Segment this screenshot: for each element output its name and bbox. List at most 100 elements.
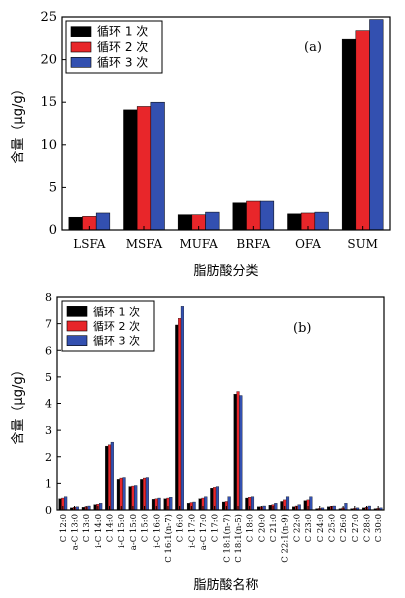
bar	[108, 444, 112, 511]
bar	[110, 441, 114, 511]
bar	[145, 477, 149, 511]
x-tick-label: C 12:0	[59, 514, 69, 542]
panel-a-frame	[61, 16, 391, 231]
bar	[128, 486, 132, 511]
y-tick-label: 5	[49, 180, 57, 195]
x-tick-label: a-C 17:0	[199, 514, 209, 550]
panel-b-y-ticks: 0 1 2 3 4 5 6 7 8	[45, 291, 61, 517]
panel-b-xlabel: 脂肪酸名称	[193, 577, 258, 593]
bar	[239, 395, 243, 511]
panel-a-bars	[68, 19, 384, 231]
bar	[227, 496, 231, 511]
x-tick-label: i-C 14:0	[94, 514, 104, 548]
x-tick-label: C 14:0	[106, 514, 116, 542]
bar	[136, 106, 152, 231]
bar	[93, 504, 97, 511]
bar	[236, 391, 240, 511]
bar	[134, 485, 138, 511]
bar	[297, 504, 301, 511]
y-tick-label: 8	[45, 291, 52, 304]
legend-entry: 循环 2 次	[93, 319, 140, 333]
legend-swatch	[70, 26, 92, 37]
bar	[177, 214, 193, 231]
bar	[232, 202, 247, 231]
y-tick-label: 7	[45, 318, 52, 331]
x-tick-label: C 13:0	[82, 514, 92, 542]
y-tick-label: 2	[45, 451, 52, 464]
bar	[143, 477, 147, 511]
bar	[180, 306, 184, 511]
bar	[169, 497, 173, 511]
x-tick-label: a-C 13:0	[71, 514, 81, 550]
bar	[178, 318, 182, 511]
panel-a-label: (a)	[304, 40, 322, 55]
x-tick-label: i-C 17:0	[187, 514, 197, 548]
legend-entry: 循环 1 次	[93, 304, 140, 318]
y-tick-label: 0	[49, 223, 57, 238]
bar	[157, 497, 161, 511]
y-tick-label: 3	[45, 424, 52, 437]
bar	[369, 19, 384, 231]
panel-a-x-ticks: LSFA MSFA MUFA BRFA OFA SUM	[73, 226, 378, 251]
x-tick-label: OFA	[295, 237, 321, 251]
x-tick-label: i-C 15:0	[117, 514, 127, 548]
panel-b-label: (b)	[293, 321, 311, 336]
panel-a-xlabel: 脂肪酸分类	[193, 263, 258, 279]
y-tick-label: 1	[45, 477, 52, 490]
bar	[274, 503, 278, 511]
x-tick-label: C 28:0	[363, 514, 373, 542]
bar	[233, 394, 237, 511]
x-tick-label: C 18:1(n-7)	[221, 514, 232, 563]
bar	[309, 496, 313, 511]
x-tick-label: C 15:0	[141, 514, 151, 542]
x-tick-label: i-C 16:0	[152, 514, 162, 548]
panel-b-x-ticks: C 12:0 a-C 13:0 C 13:0 i-C 14:0 C 14:0 i-C 15…	[59, 506, 384, 563]
bar	[99, 503, 103, 511]
bar	[151, 499, 156, 511]
y-tick-label: 25	[40, 10, 57, 25]
legend-swatch	[66, 306, 88, 317]
x-tick-label: C 23:0	[304, 514, 314, 542]
legend-entry: 循环 3 次	[93, 334, 140, 348]
bar	[116, 479, 120, 511]
bar	[341, 38, 357, 231]
y-tick-label: 4	[45, 398, 52, 411]
panel-b-ylabel: 含量（μg/g）	[10, 363, 26, 444]
x-tick-label: C 24:0	[316, 514, 326, 542]
x-tick-label: C 18:1(n-5)	[233, 514, 244, 563]
bar	[163, 498, 167, 511]
x-tick-label: C 26:0	[339, 514, 349, 542]
bar	[303, 500, 307, 511]
legend-swatch	[70, 57, 92, 68]
panel-a-ylabel: 含量（μg/g）	[10, 82, 26, 163]
bar	[246, 200, 261, 231]
y-tick-label: 6	[45, 344, 52, 357]
x-tick-label: C 30:0	[374, 514, 384, 542]
y-tick-label: 15	[40, 95, 57, 110]
legend-entry: 循环 3 次	[97, 55, 148, 69]
bar	[58, 498, 62, 511]
bar	[140, 479, 144, 511]
bar	[68, 216, 83, 231]
bar	[268, 505, 272, 511]
bar	[221, 501, 226, 511]
legend-swatch	[70, 41, 92, 53]
bar	[205, 211, 220, 231]
bar	[285, 496, 290, 511]
bar	[186, 503, 191, 511]
panel-b-bars	[58, 306, 383, 511]
bar	[344, 503, 348, 511]
bar	[210, 488, 214, 511]
x-tick-label: BRFA	[236, 237, 270, 251]
x-tick-label: C 21:0	[269, 514, 279, 542]
x-tick-label: a-C 15:0	[129, 514, 139, 550]
legend-swatch	[66, 335, 88, 346]
panel-a-y-ticks: 0 5 10 15 20 25	[40, 10, 66, 238]
bar	[355, 30, 370, 231]
chart-panel-a: 0 5 10 15 20 25 LSFA MSFA MUFA BRFA OFA SUM (a) 脂肪…	[10, 10, 391, 279]
legend-swatch	[66, 320, 88, 332]
y-tick-label: 5	[45, 371, 52, 384]
bar	[287, 213, 302, 231]
panel-a-legend: 循环 1 次循环 2 次循环 3 次	[65, 20, 163, 74]
